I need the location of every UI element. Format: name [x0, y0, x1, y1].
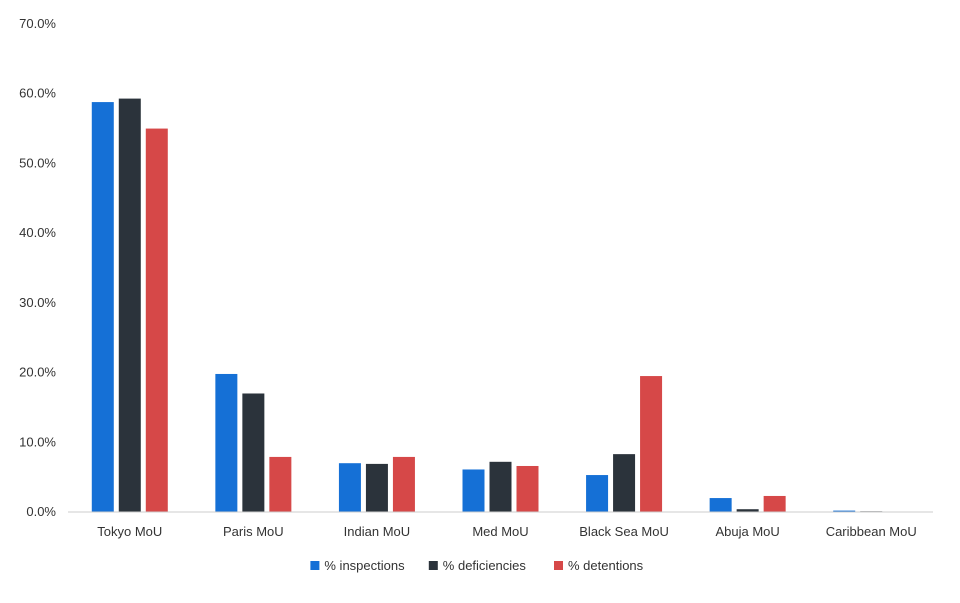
category-label: Indian MoU	[344, 524, 410, 539]
bar	[586, 475, 609, 512]
x-axis-labels: Tokyo MoU Paris MoU Indian MoU Med MoU Black…	[97, 524, 916, 539]
y-tick-label: 20.0%	[19, 365, 56, 380]
bar	[215, 373, 238, 512]
legend-label: % deficiencies	[443, 558, 527, 573]
bar	[338, 463, 361, 512]
category-label: Black Sea MoU	[579, 524, 669, 539]
category-label: Paris MoU	[223, 524, 284, 539]
category-label: Med MoU	[472, 524, 528, 539]
bar	[489, 461, 512, 512]
y-tick-label: 0.0%	[26, 504, 56, 519]
category-label: Tokyo MoU	[97, 524, 162, 539]
category-label: Caribbean MoU	[826, 524, 917, 539]
bar	[462, 469, 485, 512]
bars	[91, 98, 883, 513]
y-tick-label: 50.0%	[19, 155, 56, 170]
legend-label: % detentions	[568, 558, 644, 573]
bar	[516, 465, 539, 512]
bar	[392, 456, 415, 512]
y-tick-label: 70.0%	[19, 16, 56, 31]
legend-swatch	[310, 561, 320, 570]
bar	[91, 102, 114, 512]
category-label: Abuja MoU	[715, 524, 779, 539]
bar	[365, 463, 388, 512]
bar	[145, 128, 168, 513]
bar	[269, 456, 292, 512]
bar	[118, 98, 141, 512]
y-tick-label: 10.0%	[19, 434, 56, 449]
y-tick-label: 60.0%	[19, 86, 56, 101]
legend: % inspections % deficiencies % detentions	[310, 558, 644, 573]
bar	[613, 454, 636, 512]
legend-label: % inspections	[324, 558, 405, 573]
bar	[763, 495, 786, 512]
bar	[242, 393, 265, 512]
bar	[736, 509, 759, 512]
legend-swatch	[554, 561, 563, 570]
bar	[709, 498, 732, 512]
bar	[640, 376, 663, 512]
y-tick-label: 30.0%	[19, 295, 56, 310]
y-tick-label: 40.0%	[19, 225, 56, 240]
y-axis-ticks: 0.0% 10.0% 20.0% 30.0% 40.0% 50.0% 60.0% 70.0%	[19, 16, 56, 519]
bar	[833, 510, 856, 512]
legend-swatch	[428, 561, 438, 570]
